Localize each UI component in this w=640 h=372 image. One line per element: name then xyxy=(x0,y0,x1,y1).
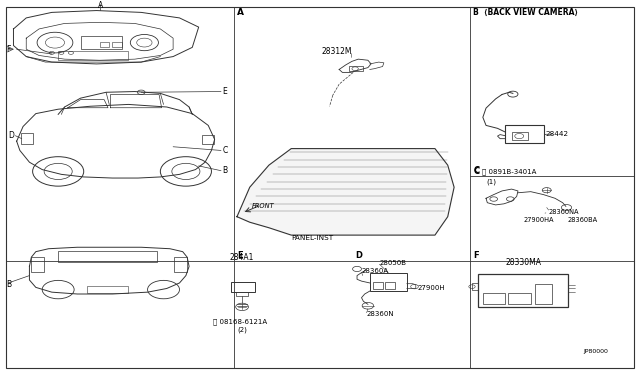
Text: 27900H: 27900H xyxy=(417,285,445,292)
Bar xyxy=(534,284,552,304)
Text: 28442: 28442 xyxy=(545,131,568,137)
Text: 28312M: 28312M xyxy=(322,46,353,55)
Bar xyxy=(505,125,543,143)
Bar xyxy=(230,282,255,292)
Bar xyxy=(100,42,109,46)
Text: 284A1: 284A1 xyxy=(230,253,254,262)
Text: (2): (2) xyxy=(237,327,247,333)
Text: D: D xyxy=(8,131,14,140)
Text: 28050B: 28050B xyxy=(380,260,406,266)
Text: C: C xyxy=(222,146,228,155)
Text: 28330MA: 28330MA xyxy=(505,258,541,267)
Text: A: A xyxy=(98,1,103,10)
Text: F: F xyxy=(6,45,10,54)
Bar xyxy=(113,42,122,46)
Bar xyxy=(202,135,214,144)
Text: (1): (1) xyxy=(486,179,496,185)
Bar xyxy=(483,293,505,304)
Text: FRONT: FRONT xyxy=(252,203,275,209)
Text: E: E xyxy=(222,87,227,96)
Text: 27900HA: 27900HA xyxy=(523,217,554,223)
Text: 28360BA: 28360BA xyxy=(568,217,598,223)
Bar xyxy=(58,251,157,262)
Text: E: E xyxy=(237,251,243,260)
Bar xyxy=(31,257,44,272)
Text: B: B xyxy=(222,166,227,175)
Bar xyxy=(87,286,129,293)
Bar xyxy=(511,132,527,140)
Text: PANEL-INST: PANEL-INST xyxy=(291,235,333,241)
Bar xyxy=(370,273,407,291)
Text: A: A xyxy=(237,8,244,17)
Text: JP80000: JP80000 xyxy=(584,349,609,354)
Bar xyxy=(58,51,129,60)
Polygon shape xyxy=(237,148,454,235)
Text: F: F xyxy=(473,251,479,260)
Text: Ⓢ 08168-6121A: Ⓢ 08168-6121A xyxy=(213,318,268,325)
Bar xyxy=(81,36,122,49)
Text: B: B xyxy=(6,280,11,289)
Text: 28360NA: 28360NA xyxy=(548,209,579,215)
Bar xyxy=(21,133,33,144)
Bar xyxy=(174,257,187,272)
Text: Ⓝ 0891B-3401A: Ⓝ 0891B-3401A xyxy=(481,169,536,175)
Text: 28360N: 28360N xyxy=(367,311,394,317)
Bar xyxy=(508,293,531,304)
Text: C: C xyxy=(473,167,479,176)
Text: D: D xyxy=(355,251,362,260)
Text: C: C xyxy=(473,166,479,175)
Bar xyxy=(385,282,395,289)
Text: 28360A: 28360A xyxy=(362,268,388,274)
Bar xyxy=(373,282,383,289)
Bar xyxy=(478,274,568,307)
Text: B  ⟨BACK VIEW CAMERA⟩: B ⟨BACK VIEW CAMERA⟩ xyxy=(473,8,579,17)
Bar xyxy=(349,66,363,71)
